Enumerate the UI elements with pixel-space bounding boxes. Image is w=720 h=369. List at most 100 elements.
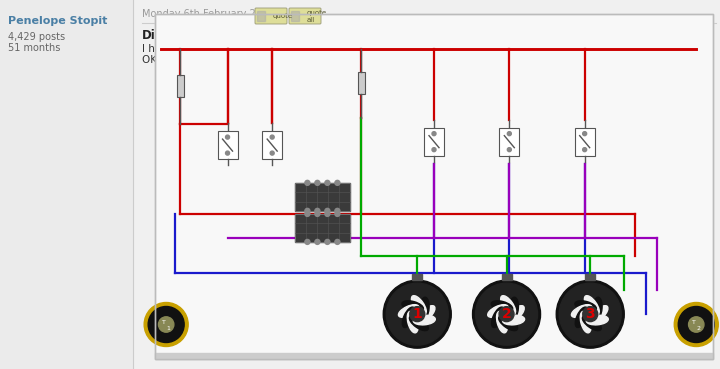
Circle shape bbox=[582, 307, 598, 322]
Circle shape bbox=[674, 303, 719, 346]
Text: 51 months: 51 months bbox=[8, 43, 60, 53]
Circle shape bbox=[688, 317, 704, 332]
Bar bbox=[176, 75, 184, 97]
Ellipse shape bbox=[586, 315, 608, 325]
Bar bbox=[155, 14, 713, 359]
Circle shape bbox=[582, 148, 587, 152]
Circle shape bbox=[225, 135, 230, 139]
Circle shape bbox=[508, 132, 511, 136]
Circle shape bbox=[335, 211, 340, 216]
Circle shape bbox=[315, 180, 320, 185]
Ellipse shape bbox=[408, 311, 418, 333]
Text: I have drawn a diagram that will do a proper job. You may be interested: I have drawn a diagram that will do a pr… bbox=[142, 44, 517, 54]
Ellipse shape bbox=[398, 305, 419, 317]
Bar bbox=[295, 214, 350, 242]
Circle shape bbox=[475, 283, 538, 345]
Ellipse shape bbox=[500, 296, 516, 314]
Bar bbox=[500, 128, 519, 156]
Circle shape bbox=[148, 307, 184, 342]
Bar bbox=[257, 11, 265, 21]
Text: Monday 6th February 2017: Monday 6th February 2017 bbox=[142, 9, 274, 19]
Text: 2: 2 bbox=[502, 307, 511, 321]
Text: quote: quote bbox=[273, 13, 293, 19]
Ellipse shape bbox=[582, 316, 601, 331]
Ellipse shape bbox=[402, 301, 423, 311]
Circle shape bbox=[315, 208, 320, 213]
Bar bbox=[295, 183, 350, 211]
Bar bbox=[155, 14, 713, 359]
Ellipse shape bbox=[585, 296, 599, 314]
Ellipse shape bbox=[507, 306, 524, 323]
Text: T: T bbox=[693, 320, 696, 325]
Text: T: T bbox=[162, 320, 166, 325]
Circle shape bbox=[678, 307, 714, 342]
Circle shape bbox=[305, 211, 310, 216]
Circle shape bbox=[582, 132, 587, 136]
Bar bbox=[295, 183, 350, 211]
Circle shape bbox=[559, 283, 621, 345]
Ellipse shape bbox=[509, 297, 518, 319]
Circle shape bbox=[325, 211, 330, 216]
Circle shape bbox=[325, 180, 330, 185]
Ellipse shape bbox=[572, 305, 592, 317]
FancyBboxPatch shape bbox=[255, 8, 287, 24]
Ellipse shape bbox=[575, 301, 596, 311]
Ellipse shape bbox=[492, 307, 504, 328]
Circle shape bbox=[305, 239, 310, 244]
Circle shape bbox=[472, 280, 541, 348]
Circle shape bbox=[508, 148, 511, 152]
Ellipse shape bbox=[487, 305, 508, 317]
Text: 1: 1 bbox=[166, 326, 170, 331]
Bar bbox=[575, 128, 595, 156]
Text: 3: 3 bbox=[585, 307, 595, 321]
Circle shape bbox=[270, 135, 274, 139]
Circle shape bbox=[335, 239, 340, 244]
Ellipse shape bbox=[413, 315, 436, 325]
Circle shape bbox=[557, 280, 624, 348]
Bar bbox=[155, 14, 713, 359]
Bar bbox=[291, 11, 299, 21]
Circle shape bbox=[325, 239, 330, 244]
Text: Penelope Stopit: Penelope Stopit bbox=[8, 16, 107, 26]
Ellipse shape bbox=[410, 316, 428, 331]
Bar bbox=[0, 0, 133, 369]
Bar bbox=[358, 72, 365, 94]
Circle shape bbox=[144, 303, 188, 346]
Circle shape bbox=[499, 307, 514, 322]
Ellipse shape bbox=[503, 315, 525, 325]
Ellipse shape bbox=[497, 311, 508, 333]
Text: quote
all: quote all bbox=[307, 10, 327, 23]
Ellipse shape bbox=[575, 307, 588, 328]
Circle shape bbox=[335, 180, 340, 185]
Bar bbox=[413, 274, 422, 280]
Bar bbox=[295, 214, 350, 242]
Circle shape bbox=[270, 151, 274, 155]
Circle shape bbox=[305, 208, 310, 213]
Circle shape bbox=[325, 208, 330, 213]
Text: 2: 2 bbox=[696, 326, 701, 331]
Circle shape bbox=[158, 317, 174, 332]
Ellipse shape bbox=[420, 297, 429, 319]
Bar bbox=[262, 131, 282, 159]
Ellipse shape bbox=[491, 301, 513, 311]
Bar bbox=[502, 274, 511, 280]
Circle shape bbox=[432, 132, 436, 136]
Ellipse shape bbox=[418, 306, 435, 323]
Ellipse shape bbox=[411, 296, 426, 314]
Text: 4,429 posts: 4,429 posts bbox=[8, 32, 65, 42]
Ellipse shape bbox=[402, 307, 415, 328]
Ellipse shape bbox=[593, 297, 602, 319]
Text: 1: 1 bbox=[413, 307, 422, 321]
Text: Discopotatoes: Discopotatoes bbox=[142, 29, 236, 42]
Circle shape bbox=[410, 307, 425, 322]
Bar bbox=[217, 131, 238, 159]
Ellipse shape bbox=[591, 306, 608, 323]
Bar bbox=[424, 128, 444, 156]
Ellipse shape bbox=[580, 311, 591, 333]
Circle shape bbox=[386, 283, 449, 345]
Circle shape bbox=[305, 180, 310, 185]
Ellipse shape bbox=[499, 316, 518, 331]
Circle shape bbox=[383, 280, 451, 348]
FancyBboxPatch shape bbox=[289, 8, 321, 24]
Text: OK Edited the cock up: OK Edited the cock up bbox=[142, 55, 258, 65]
